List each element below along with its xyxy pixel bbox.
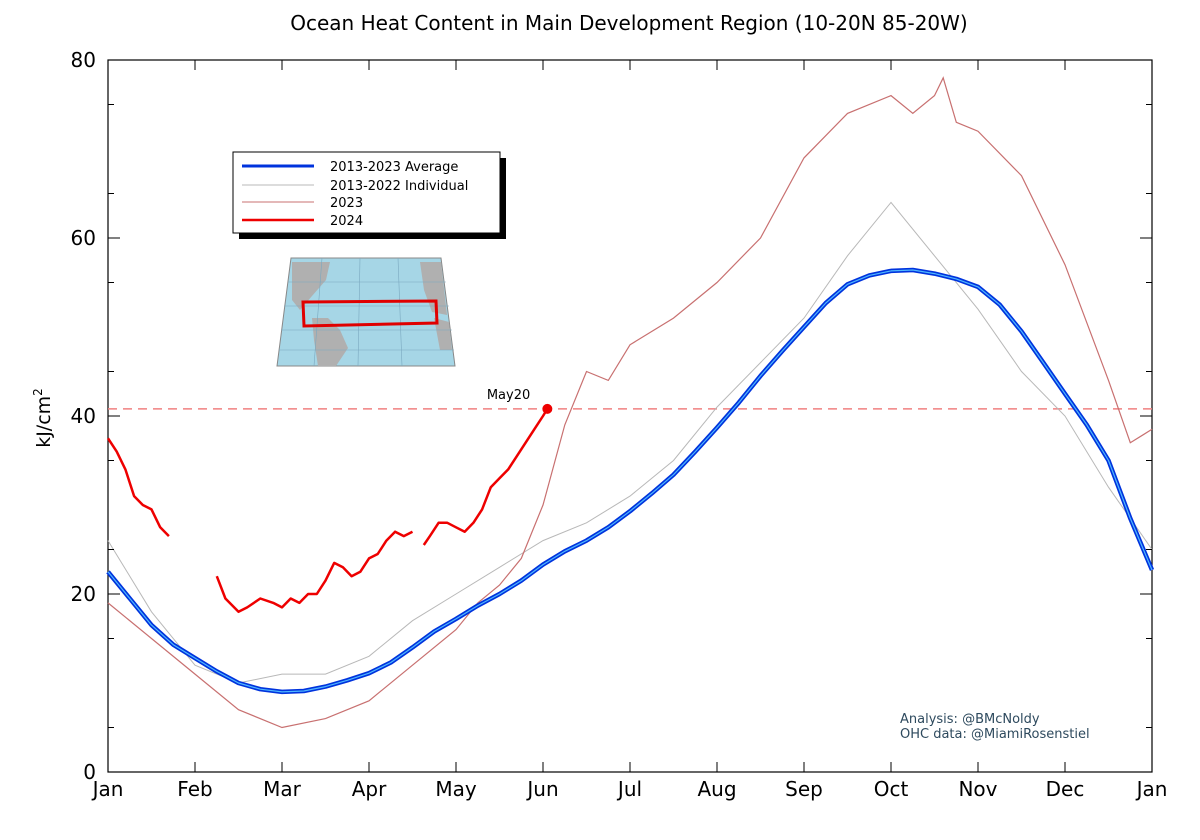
series-line-2024-segment [106,437,170,537]
x-tick-label: Jan [91,777,124,801]
y-tick-label: 20 [71,582,96,606]
x-tick-label: Dec [1046,777,1085,801]
series-line-2023 [107,76,1153,729]
y-tick-label: 60 [71,226,96,250]
legend-label-2023: 2023 [330,196,363,211]
y-tick-label: 80 [71,48,96,72]
x-tick-label: Feb [177,777,212,801]
plot-area: May20 0 20 40 60 80 Jan Feb Mar Apr May Jun Jul Aug Se… [71,48,1168,801]
credit-analysis: Analysis: @BMcNoldy [900,712,1040,727]
y-tick-label: 40 [71,404,96,428]
x-tick-label: Apr [352,777,387,801]
x-tick-label: Jan [1135,777,1168,801]
legend: 2013-2023 Average 2013-2022 Individual 2… [232,151,506,239]
x-tick-label: Sep [785,777,823,801]
series-line-2024-segment [215,530,414,614]
legend-label-individual: 2013-2022 Individual [330,179,468,194]
legend-label-average: 2013-2023 Average [330,160,458,175]
y-axis-label-unit: kJ/cm [33,396,55,448]
annotation-label: May20 [487,388,530,403]
inset-map [276,257,456,367]
chart-title: Ocean Heat Content in Main Development R… [290,11,967,35]
y-axis-label-exponent: 2 [31,388,45,396]
y-axis-label: kJ/cm2 [31,388,55,448]
legend-label-2024: 2024 [330,214,363,229]
series-line-2024-segment [422,408,549,546]
x-tick-label: Aug [697,777,736,801]
x-tick-label: Nov [958,777,997,801]
x-tick-label: Oct [874,777,909,801]
series-line-average-highlight [107,269,1153,693]
y-tick-label: 0 [83,760,96,784]
series-2024-end-marker [542,403,553,414]
x-tick-label: Mar [263,777,302,801]
x-tick-label: Jul [616,777,642,801]
series-line-individual [107,201,1153,684]
credit-ohc-data: OHC data: @MiamiRosenstiel [900,727,1090,742]
x-tick-label: May [435,777,477,801]
x-tick-label: Jun [525,777,558,801]
